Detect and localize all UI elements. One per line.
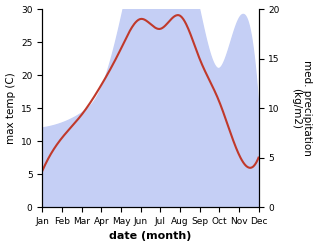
Y-axis label: med. precipitation
(kg/m2): med. precipitation (kg/m2) [291, 60, 313, 156]
Y-axis label: max temp (C): max temp (C) [5, 72, 16, 144]
X-axis label: date (month): date (month) [109, 231, 192, 242]
